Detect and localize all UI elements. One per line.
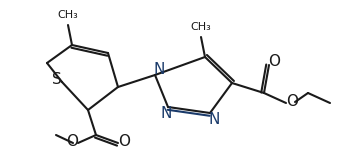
Text: O: O (66, 134, 78, 149)
Text: N: N (160, 106, 172, 121)
Text: CH₃: CH₃ (58, 10, 79, 20)
Text: O: O (286, 95, 298, 110)
Text: O: O (118, 134, 130, 149)
Text: N: N (153, 62, 165, 77)
Text: S: S (52, 72, 62, 87)
Text: N: N (208, 113, 220, 128)
Text: O: O (268, 53, 280, 68)
Text: CH₃: CH₃ (191, 22, 211, 32)
